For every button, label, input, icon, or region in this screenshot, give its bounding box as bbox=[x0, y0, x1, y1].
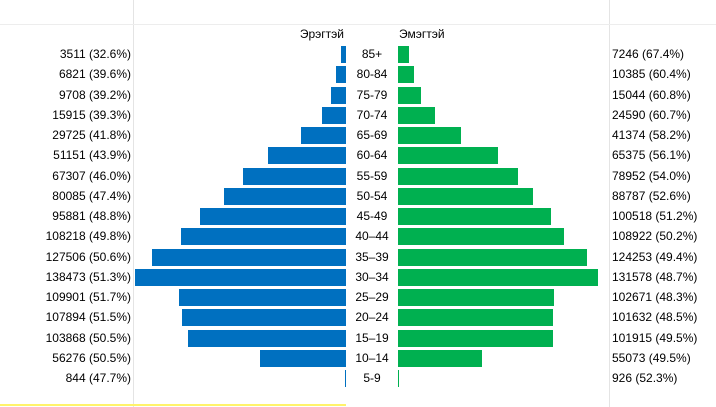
male-label-0: 3511 (32.6%) bbox=[59, 47, 131, 61]
male-label-14: 103868 (50.5%) bbox=[45, 331, 131, 345]
male-bar-10 bbox=[152, 249, 346, 266]
age-label-7: 50-54 bbox=[356, 189, 388, 203]
female-label-8: 100518 (51.2%) bbox=[612, 209, 698, 223]
male-label-3: 15915 (39.3%) bbox=[52, 108, 131, 122]
male-bar-3 bbox=[322, 107, 346, 124]
male-bar-8 bbox=[200, 208, 346, 225]
age-label-12: 25–29 bbox=[355, 290, 389, 304]
legend-male: Эрэгтэй bbox=[299, 27, 344, 41]
male-label-12: 109901 (51.7%) bbox=[45, 290, 131, 304]
female-label-15: 55073 (49.5%) bbox=[612, 351, 691, 365]
age-label-13: 20–24 bbox=[355, 310, 389, 324]
male-bar-12 bbox=[179, 289, 346, 306]
female-label-4: 41374 (58.2%) bbox=[612, 128, 691, 142]
age-label-3: 70-74 bbox=[356, 108, 388, 122]
age-label-5: 60-64 bbox=[356, 148, 388, 162]
age-label-14: 15–19 bbox=[355, 331, 389, 345]
age-label-4: 65-69 bbox=[356, 128, 388, 142]
female-bar-3 bbox=[398, 107, 435, 124]
male-label-16: 844 (47.7%) bbox=[65, 371, 131, 385]
female-bar-4 bbox=[398, 127, 461, 144]
male-bar-16 bbox=[345, 370, 346, 387]
age-label-10: 35–39 bbox=[355, 250, 389, 264]
age-label-2: 75-79 bbox=[356, 88, 388, 102]
female-bar-9 bbox=[398, 228, 564, 245]
male-label-13: 107894 (51.5%) bbox=[45, 310, 131, 324]
bottom-accent-line bbox=[0, 404, 346, 406]
male-label-6: 67307 (46.0%) bbox=[52, 169, 131, 183]
female-label-2: 15044 (60.8%) bbox=[612, 88, 691, 102]
female-bar-10 bbox=[398, 249, 587, 266]
male-bar-11 bbox=[135, 269, 346, 286]
female-bar-5 bbox=[398, 147, 498, 164]
female-label-0: 7246 (67.4%) bbox=[612, 47, 685, 61]
female-bar-14 bbox=[398, 330, 553, 347]
female-label-13: 101632 (48.5%) bbox=[612, 310, 698, 324]
male-bar-0 bbox=[341, 46, 346, 63]
age-label-15: 10–14 bbox=[355, 351, 389, 365]
header-divider bbox=[0, 24, 716, 25]
female-bar-6 bbox=[398, 168, 518, 185]
age-label-16: 5-9 bbox=[363, 371, 381, 385]
female-label-14: 101915 (49.5%) bbox=[612, 331, 698, 345]
male-bar-13 bbox=[182, 309, 346, 326]
female-bar-13 bbox=[398, 309, 553, 326]
female-label-11: 131578 (48.7%) bbox=[612, 270, 698, 284]
female-bar-11 bbox=[398, 269, 598, 286]
male-label-10: 127506 (50.6%) bbox=[45, 250, 131, 264]
female-label-1: 10385 (60.4%) bbox=[612, 67, 691, 81]
male-bar-1 bbox=[336, 66, 346, 83]
female-bar-8 bbox=[398, 208, 551, 225]
female-bar-0 bbox=[398, 46, 409, 63]
gridline-left bbox=[133, 0, 134, 407]
female-label-9: 108922 (50.2%) bbox=[612, 229, 698, 243]
female-label-12: 102671 (48.3%) bbox=[612, 290, 698, 304]
female-bar-2 bbox=[398, 87, 421, 104]
male-label-4: 29725 (41.8%) bbox=[52, 128, 131, 142]
male-label-1: 6821 (39.6%) bbox=[58, 67, 131, 81]
male-bar-5 bbox=[268, 147, 346, 164]
male-bar-15 bbox=[260, 350, 346, 367]
male-bar-4 bbox=[301, 127, 346, 144]
legend-female: Эмэгтэй bbox=[399, 27, 445, 41]
female-bar-15 bbox=[398, 350, 482, 367]
age-label-1: 80-84 bbox=[356, 67, 388, 81]
age-label-0: 85+ bbox=[361, 47, 383, 61]
female-label-6: 78952 (54.0%) bbox=[612, 169, 691, 183]
female-label-16: 926 (52.3%) bbox=[612, 371, 678, 385]
age-label-6: 55-59 bbox=[356, 169, 388, 183]
male-bar-2 bbox=[331, 87, 346, 104]
female-bar-1 bbox=[398, 66, 414, 83]
male-bar-7 bbox=[224, 188, 346, 205]
male-label-9: 108218 (49.8%) bbox=[45, 229, 131, 243]
male-bar-9 bbox=[181, 228, 346, 245]
male-label-5: 51151 (43.9%) bbox=[53, 148, 131, 162]
male-label-8: 95881 (48.8%) bbox=[52, 209, 131, 223]
female-label-7: 88787 (52.6%) bbox=[612, 189, 691, 203]
age-label-8: 45-49 bbox=[356, 209, 388, 223]
gridline-right bbox=[609, 0, 610, 407]
female-label-5: 65375 (56.1%) bbox=[612, 148, 691, 162]
female-label-3: 24590 (60.7%) bbox=[612, 108, 691, 122]
female-label-10: 124253 (49.4%) bbox=[612, 250, 698, 264]
age-label-11: 30–34 bbox=[355, 270, 389, 284]
female-bar-12 bbox=[398, 289, 554, 306]
male-label-2: 9708 (39.2%) bbox=[58, 88, 131, 102]
male-bar-14 bbox=[188, 330, 346, 347]
female-bar-7 bbox=[398, 188, 533, 205]
male-label-11: 138473 (51.3%) bbox=[45, 270, 131, 284]
male-bar-6 bbox=[243, 168, 346, 185]
male-label-7: 80085 (47.4%) bbox=[52, 189, 131, 203]
female-bar-16 bbox=[398, 370, 399, 387]
age-label-9: 40–44 bbox=[355, 229, 389, 243]
male-label-15: 56276 (50.5%) bbox=[52, 351, 131, 365]
